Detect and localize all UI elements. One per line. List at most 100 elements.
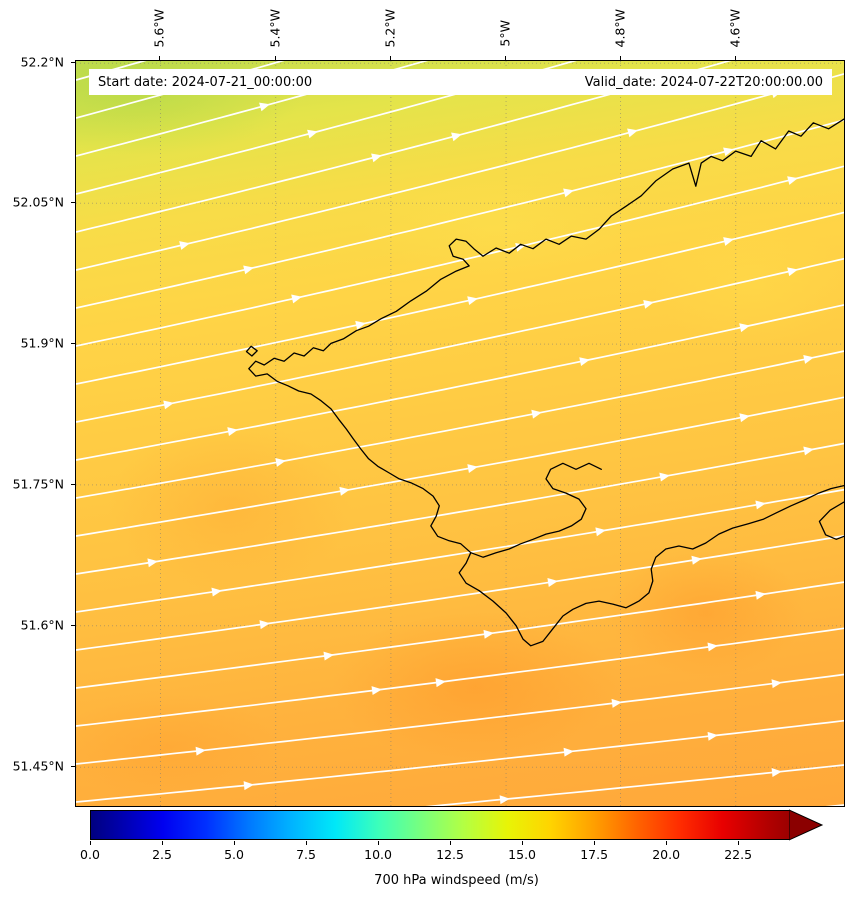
streamline-arrow-icon [259,102,270,112]
latitude-tick-label: 52.2°N [20,54,64,70]
streamline-arrow-icon [723,147,734,157]
streamline-arrow-icon [259,620,270,630]
streamline-arrow-icon [771,768,782,777]
colorbar-tick-mark [522,841,524,845]
streamline-arrow-icon [179,241,190,250]
colorbar-tick-label: 7.5 [296,847,316,862]
streamline-arrow-icon [243,265,254,275]
colorbar-tick-label: 10.0 [364,847,392,862]
colorbar-tick-label: 17.5 [580,847,609,862]
streamline-arrow-icon [323,651,334,661]
colorbar-tick-mark [90,841,91,845]
longitude-tick-text: 5.2°W [382,8,398,48]
latitude-tick-mark [71,62,75,64]
colorbar-tick-mark [738,841,740,845]
streamline-arrow-icon [163,400,174,410]
longitude-tick-label: 5.4°W [267,9,282,52]
colorbar-label: 700 hPa windspeed (m/s) [374,873,539,888]
streamline [76,304,844,461]
latitude-axis: 52.2°N 52.05°N 51.9°N 51.75°N 51.6°N 51.45°N [0,55,75,805]
streamline-arrow-icon [739,413,750,423]
streamline-arrow-icon [691,555,702,565]
streamline [76,442,844,575]
longitude-tick-mark [389,56,391,60]
colorbar-tick-label: 12.5 [436,847,464,862]
colorbar-tick-label: 0.0 [80,847,100,862]
longitude-tick-label: 5.2°W [382,9,397,52]
streamline-arrow-icon [355,320,366,330]
streamline-arrow-icon [739,323,750,333]
streamline [425,764,844,806]
latitude-tick-mark [71,202,75,204]
streamline-arrow-icon [771,679,782,689]
longitude-tick-mark [505,56,507,60]
longitude-tick-text: 4.6°W [727,8,743,48]
streamline-arrow-icon [563,188,574,198]
streamline-arrow-icon [803,355,814,364]
latitude-tick-label: 51.75°N [12,476,64,492]
streamline-arrow-icon [435,678,446,688]
colorbar-tick-label: 5.0 [224,847,244,862]
streamline-arrow-icon [371,153,382,163]
streamline-arrow-icon [211,587,222,597]
colorbar-tick-mark [234,841,236,845]
colorbar-tick-mark [594,841,596,845]
longitude-axis: 5.6°W 5.4°W 5.2°W 5°W 4.8°W 4.6°W [75,0,843,60]
latitude-tick-mark [71,343,75,345]
streamline-arrow-icon [787,267,798,277]
coastline-path [245,345,258,357]
colorbar-extend-arrow-icon [789,809,824,841]
streamline-arrow-icon [803,446,814,456]
streamline-arrow-icon [227,427,238,437]
longitude-tick-label: 4.6°W [727,9,742,52]
streamline [76,488,844,613]
graticule-gridlines [76,61,844,806]
latitude-tick-label: 51.45°N [12,758,64,774]
streamline-arrow-icon [643,299,654,309]
streamline-arrow-icon [483,629,494,639]
colorbar-tick-mark [378,841,380,845]
latitude-tick-mark [71,483,75,485]
streamline [76,350,844,499]
latitude-tick-mark [71,766,75,768]
streamline-arrow-icon [339,486,350,496]
streamline-arrow-icon [563,747,574,757]
streamline-arrow-icon [451,132,462,142]
streamline-arrow-icon [627,128,638,138]
longitude-tick-mark [274,56,276,60]
colorbar-tick-label: 2.5 [152,847,172,862]
streamline-arrow-icon [659,472,670,482]
colorbar-tick-label: 20.0 [652,847,681,862]
longitude-tick-mark [159,56,161,60]
valid-date-label: Valid_date: 2024-07-22T20:00:00.00 [584,74,823,90]
streamline [76,535,844,651]
streamline [76,396,844,537]
longitude-tick-text: 4.8°W [612,8,627,48]
streamline-arrow-icon [579,357,590,367]
latitude-tick-label: 51.9°N [20,335,64,351]
streamline [76,581,844,689]
streamline-arrow-icon [707,731,718,741]
streamline-arrow-icon [371,686,382,696]
latitude-tick-label: 52.05°N [12,194,64,210]
streamline-arrow-icon [723,237,734,246]
streamline [76,165,844,347]
streamline-arrow-icon [787,176,798,185]
streamline-arrow-icon [547,578,558,587]
streamline-arrow-icon [467,464,478,473]
coastline-path [818,501,844,540]
colorbar-ticks: 0.0 2.5 5.0 7.5 10.0 12.5 15.0 17.5 20.0 22.5 [80,841,790,867]
longitude-tick-label: 4.8°W [612,9,627,52]
streamline [76,119,844,309]
date-annotation-strip: Start date: 2024-07-21_00:00:00 Valid_da… [89,69,832,95]
longitude-tick-label: 5.6°W [152,9,167,52]
windspeed-field [76,61,844,806]
streamline-arrow-icon [707,642,718,652]
colorbar-gradient [90,810,790,840]
latitude-tick-label: 51.6°N [20,617,64,633]
streamline-arrow-icon [595,527,606,537]
streamline-arrow-icon [531,409,542,419]
longitude-tick-label: 5°W [498,20,513,51]
streamline-arrow-icon [291,294,302,304]
streamline-arrow-icon [195,746,206,756]
